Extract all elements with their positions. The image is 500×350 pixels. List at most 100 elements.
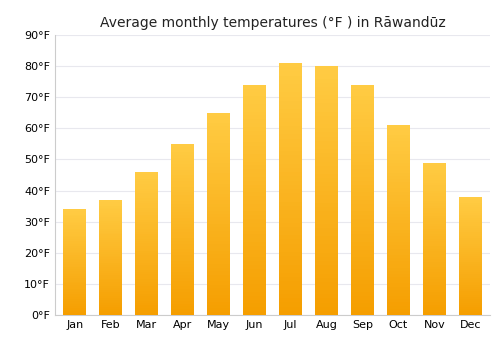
Bar [63,245,86,246]
Bar [243,142,266,146]
Bar [350,154,374,158]
Bar [314,124,338,128]
Bar [243,246,266,250]
Bar [422,279,446,282]
Bar [171,153,194,155]
Bar [207,220,231,224]
Bar [171,144,194,147]
Bar [171,212,194,215]
Bar [207,113,231,116]
Bar [458,203,482,205]
Bar [458,240,482,242]
Bar [386,296,410,299]
Bar [207,160,231,163]
Bar [279,269,302,273]
Bar [386,277,410,280]
Bar [458,224,482,226]
Bar [314,99,338,104]
Bar [314,95,338,99]
Bar [314,240,338,245]
Bar [135,296,158,298]
Bar [386,185,410,189]
Bar [458,248,482,250]
Bar [350,258,374,261]
Bar [135,274,158,277]
Bar [422,300,446,302]
Bar [171,266,194,270]
Bar [422,224,446,226]
Bar [171,193,194,195]
Bar [314,66,338,70]
Bar [207,140,231,143]
Bar [386,144,410,147]
Bar [99,208,122,210]
Bar [422,218,446,221]
Bar [243,146,266,150]
Bar [458,232,482,234]
Bar [279,88,302,92]
Bar [207,308,231,312]
Bar [422,305,446,307]
Bar [63,243,86,245]
Bar [458,226,482,228]
Bar [63,269,86,271]
Bar [243,296,266,300]
Bar [279,218,302,223]
Bar [135,212,158,215]
Bar [279,227,302,231]
Bar [207,298,231,301]
Bar [422,239,446,241]
Bar [350,135,374,139]
Bar [99,213,122,215]
Bar [314,199,338,203]
Bar [99,307,122,309]
Bar [99,250,122,252]
Bar [243,200,266,204]
Bar [422,282,446,285]
Bar [171,307,194,309]
Bar [99,211,122,213]
Bar [314,174,338,178]
Bar [171,241,194,244]
Bar [99,313,122,315]
Bar [63,239,86,241]
Bar [63,218,86,220]
Bar [207,224,231,228]
Bar [279,235,302,239]
Bar [386,264,410,267]
Bar [386,226,410,230]
Bar [422,313,446,315]
Bar [350,300,374,303]
Bar [279,76,302,80]
Bar [386,284,410,287]
Bar [422,234,446,236]
Bar [207,174,231,177]
Bar [422,231,446,234]
Bar [99,311,122,313]
Bar [63,257,86,259]
Title: Average monthly temperatures (°F ) in Rāwandūz: Average monthly temperatures (°F ) in Rā… [100,16,446,30]
Bar [314,178,338,182]
Bar [99,202,122,204]
Bar [422,272,446,274]
Bar [99,234,122,236]
Bar [207,305,231,308]
Bar [386,239,410,242]
Bar [422,269,446,272]
Bar [458,258,482,260]
Bar [135,241,158,244]
Bar [458,242,482,244]
Bar [171,238,194,241]
Bar [314,83,338,87]
Bar [207,130,231,133]
Bar [422,214,446,216]
Bar [135,186,158,189]
Bar [279,302,302,307]
Bar [422,173,446,175]
Bar [350,273,374,277]
Bar [350,200,374,204]
Bar [135,184,158,186]
Bar [171,226,194,230]
Bar [386,189,410,192]
Bar [243,158,266,161]
